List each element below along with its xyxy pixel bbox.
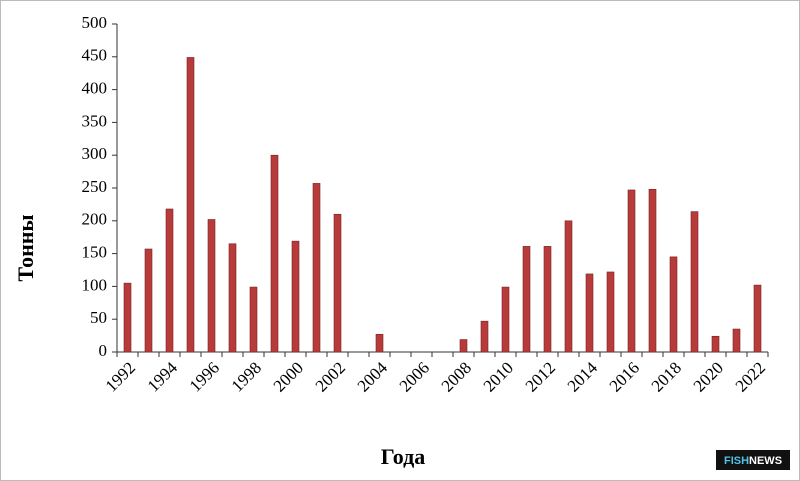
bar [543, 246, 552, 353]
y-tick-label: 350 [82, 111, 108, 130]
y-tick-label: 400 [82, 79, 108, 98]
bar [291, 240, 300, 353]
bar [606, 271, 615, 353]
y-tick-label: 0 [99, 341, 108, 360]
bar [585, 273, 594, 353]
bar [312, 183, 321, 353]
bar [711, 335, 720, 353]
bar [627, 189, 636, 353]
bar [270, 154, 279, 353]
bar [249, 286, 258, 353]
y-tick-label: 450 [82, 46, 108, 65]
x-axis-title: Года [381, 444, 426, 469]
watermark-part: NEWS [749, 455, 782, 467]
y-axis-title: Тонны [13, 214, 38, 281]
bar [207, 219, 216, 353]
bar [165, 208, 174, 353]
bar [480, 320, 489, 353]
y-tick-label: 100 [82, 275, 108, 294]
bar [375, 333, 384, 353]
bar [228, 243, 237, 353]
bar [144, 248, 153, 353]
bar [333, 213, 342, 353]
watermark-part: FISH [724, 455, 749, 467]
bar [123, 282, 132, 353]
bar [186, 57, 195, 353]
y-tick-label: 50 [90, 308, 107, 327]
y-tick-label: 300 [82, 144, 108, 163]
y-tick-label: 200 [82, 210, 108, 229]
bar [690, 211, 699, 353]
bar [522, 246, 531, 353]
bar [669, 256, 678, 353]
bar [501, 286, 510, 353]
y-tick-label: 150 [82, 243, 108, 262]
bar [648, 189, 657, 353]
bar [753, 284, 762, 353]
bar [732, 328, 741, 353]
y-tick-label: 500 [82, 13, 108, 32]
bar [564, 220, 573, 353]
y-tick-label: 250 [82, 177, 108, 196]
watermark: FISHNEWS [724, 455, 782, 467]
bar [459, 339, 468, 353]
watermark-box [716, 450, 790, 470]
